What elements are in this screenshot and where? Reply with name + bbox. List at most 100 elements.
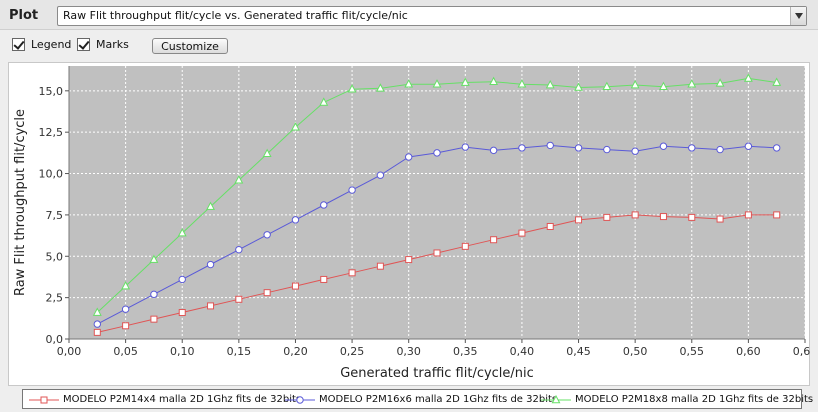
series-2-point bbox=[744, 142, 753, 150]
series-3-point bbox=[574, 82, 583, 91]
plot-label: Plot bbox=[9, 8, 39, 23]
legend-marker-triangle-icon bbox=[541, 394, 571, 404]
y-tick-label: 5,0 bbox=[46, 250, 64, 263]
series-3-point bbox=[517, 79, 527, 88]
x-tick-label: 0,25 bbox=[340, 345, 365, 358]
series-3-point bbox=[375, 83, 385, 92]
series-1-point bbox=[461, 242, 469, 250]
series-2-point bbox=[235, 245, 243, 254]
line-chart: 0,00 0,05 0,10 0,15 0,20 0,25 0,30 0,35 0,40 0,45… bbox=[13, 66, 811, 381]
series-2-point bbox=[603, 145, 611, 154]
legend-checkbox-label: Legend bbox=[31, 38, 72, 51]
legend-marker-circle-icon bbox=[285, 396, 315, 404]
series-2-point bbox=[631, 147, 639, 155]
legend-label: MODELO P2M14x4 malla 2D 1Ghz fits de 32b… bbox=[63, 394, 302, 405]
series-2-point bbox=[546, 141, 554, 150]
series-2-point bbox=[348, 186, 356, 194]
series-1-point bbox=[688, 213, 696, 221]
legend-label: MODELO P2M18x8 malla 2D 1Ghz fits de 32b… bbox=[575, 394, 814, 405]
x-axis-title: Generated traffic flit/cycle/nic bbox=[340, 366, 534, 381]
y-tick-label: 0,0 bbox=[46, 333, 64, 346]
series-1-point bbox=[235, 295, 243, 303]
series-1-point bbox=[150, 315, 158, 323]
series-1-point bbox=[575, 216, 583, 224]
series-3-point bbox=[772, 77, 782, 86]
legend-checkbox[interactable] bbox=[12, 38, 25, 51]
plot-area bbox=[69, 66, 805, 339]
series-1-point bbox=[376, 262, 384, 270]
series-3-point bbox=[460, 77, 470, 86]
series-1-point bbox=[744, 211, 752, 219]
series-3-point bbox=[121, 280, 131, 290]
legend-symbol bbox=[40, 396, 48, 404]
series-2-point bbox=[291, 216, 300, 224]
series-2-point bbox=[772, 144, 781, 152]
series-2-point bbox=[93, 320, 102, 328]
series-2-point bbox=[150, 290, 158, 299]
customize-button[interactable]: Customize bbox=[152, 38, 228, 54]
series-3-point bbox=[206, 201, 215, 210]
y-tick-label: 7,5 bbox=[46, 209, 64, 222]
series-3-point bbox=[743, 73, 753, 82]
plot-select-value: Raw Flit throughput flit/cycle vs. Gener… bbox=[63, 9, 408, 22]
x-tick-label: 0,20 bbox=[283, 345, 308, 358]
series-3-point bbox=[659, 81, 668, 90]
chart-legend: MODELO P2M14x4 malla 2D 1Ghz fits de 32b… bbox=[22, 389, 813, 409]
plot-toolbar: Plot Raw Flit throughput flit/cycle vs. … bbox=[0, 0, 818, 30]
series-3-point bbox=[602, 81, 612, 90]
series-1-point bbox=[433, 249, 441, 257]
marks-checkbox[interactable] bbox=[77, 38, 90, 51]
series-2-point bbox=[376, 171, 385, 179]
series-1-point bbox=[178, 309, 186, 317]
y-tick-label: 15,0 bbox=[39, 85, 64, 98]
x-tick-label: 0,05 bbox=[113, 345, 138, 358]
x-tick-label: 0,00 bbox=[57, 345, 82, 358]
y-tick-label: 2,5 bbox=[46, 292, 64, 305]
series-3-point bbox=[149, 254, 159, 263]
series-1-point bbox=[405, 256, 413, 264]
x-tick-label: 0,35 bbox=[453, 345, 478, 358]
series-3-point bbox=[630, 79, 640, 89]
series-2-point bbox=[320, 201, 328, 209]
series-3-point bbox=[687, 79, 697, 88]
series-3-point bbox=[489, 76, 499, 86]
series-1-point bbox=[716, 215, 724, 223]
plot-select-dropdown[interactable]: Raw Flit throughput flit/cycle vs. Gener… bbox=[57, 6, 807, 26]
series-3-point bbox=[404, 79, 414, 88]
x-tick-label: 0,65 bbox=[793, 345, 811, 358]
series-3-point bbox=[545, 79, 555, 89]
series-2-point bbox=[716, 145, 724, 154]
series-1-point bbox=[291, 282, 299, 290]
series-2-point bbox=[489, 146, 498, 155]
legend-symbol bbox=[551, 394, 561, 404]
series-1-point bbox=[518, 229, 526, 237]
series-3-point bbox=[347, 84, 357, 93]
series-3-point bbox=[262, 148, 272, 157]
chevron-down-icon[interactable] bbox=[790, 7, 806, 25]
series-2-point bbox=[433, 149, 441, 157]
series-3-point bbox=[234, 175, 244, 184]
chart-panel: 0,00 0,05 0,10 0,15 0,20 0,25 0,30 0,35 0,40 0,45… bbox=[8, 62, 811, 386]
series-3-point bbox=[319, 97, 329, 106]
series-2-point bbox=[518, 144, 526, 152]
x-tick-label: 0,45 bbox=[566, 345, 591, 358]
legend-marker-square-icon bbox=[29, 396, 59, 404]
marks-checkbox-label: Marks bbox=[96, 38, 129, 51]
y-tick-label: 10,0 bbox=[39, 168, 64, 181]
x-tick-label: 0,50 bbox=[623, 345, 648, 358]
x-tick-label: 0,30 bbox=[396, 345, 421, 358]
series-1-point bbox=[207, 302, 215, 310]
x-tick-label: 0,60 bbox=[736, 345, 761, 358]
x-tick-label: 0,55 bbox=[680, 345, 705, 358]
y-tick-label: 12,5 bbox=[39, 126, 64, 139]
series-1-point bbox=[603, 213, 611, 221]
series-2-point bbox=[263, 231, 271, 239]
x-tick-label: 0,10 bbox=[170, 345, 195, 358]
series-3-point bbox=[92, 307, 102, 316]
series-1-point bbox=[93, 328, 101, 336]
series-2-point bbox=[574, 144, 583, 152]
series-1-point bbox=[631, 211, 639, 219]
series-1-point bbox=[320, 275, 328, 283]
y-axis-title: Raw Flit throughput flit/cycle bbox=[13, 109, 28, 296]
